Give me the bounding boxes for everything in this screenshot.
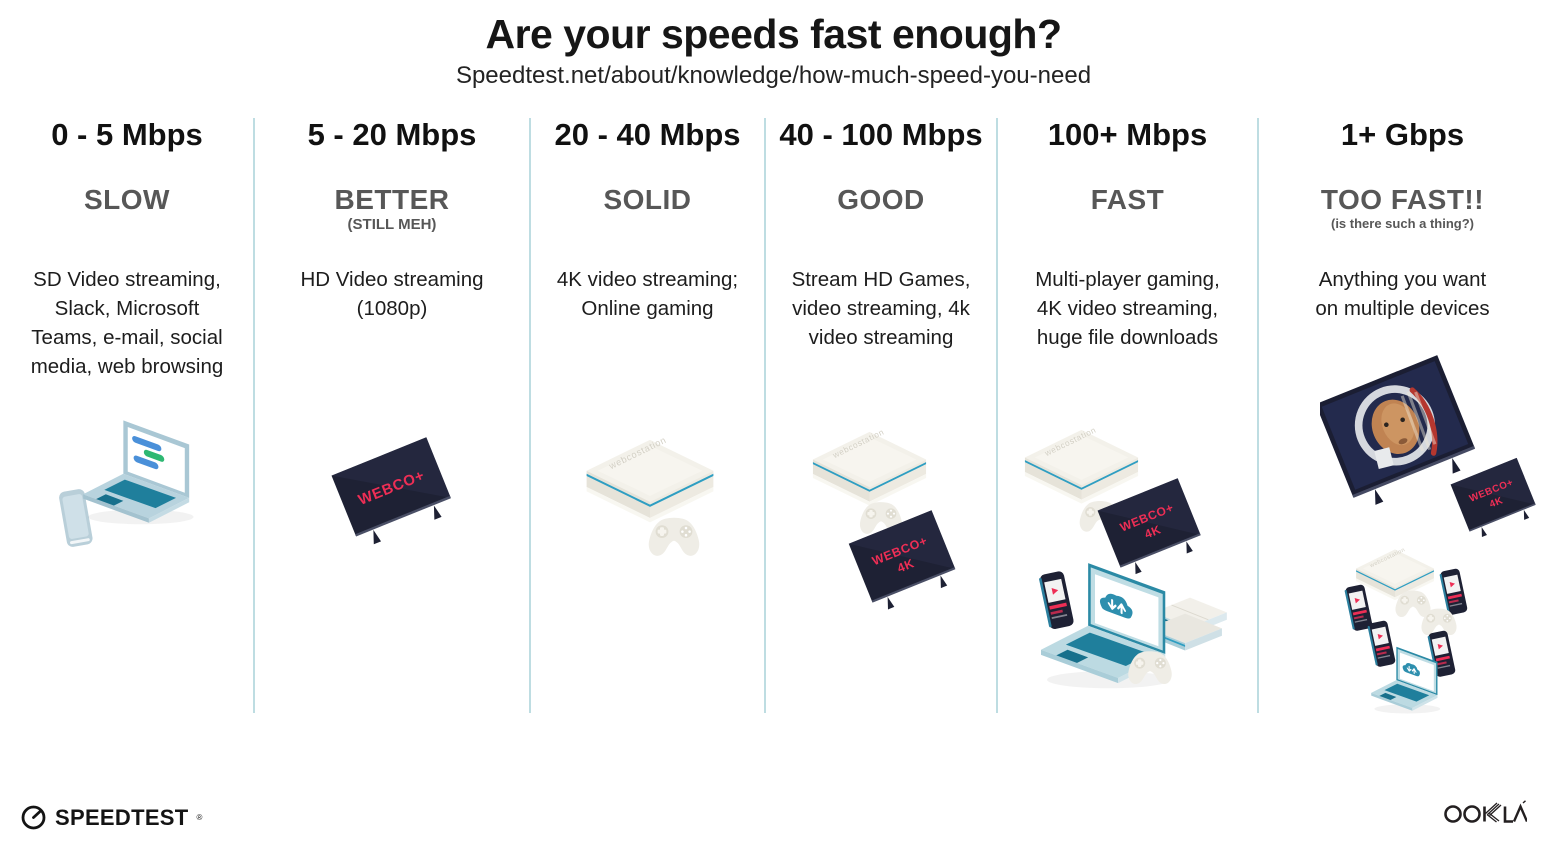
tier-description: Stream HD Games, video streaming, 4k vid…: [791, 268, 971, 349]
tier-description: HD Video streaming (1080p): [300, 268, 484, 320]
speedtest-gauge-icon: [21, 805, 46, 830]
column-5-20-mbps: 5 - 20 Mbps BETTER (STILL MEH) HD Video …: [254, 116, 531, 798]
speed-tier-columns: 0 - 5 Mbps SLOW SD Video streaming, Slac…: [0, 116, 1547, 798]
tier-label: GOOD: [837, 184, 925, 215]
tier-label: TOO FAST!!: [1320, 184, 1485, 215]
tier-note: (is there such a thing?): [1330, 216, 1474, 231]
column-divider: [529, 118, 531, 713]
column-100plus-mbps: 100+ Mbps FAST Multi-player gaming, 4K v…: [997, 116, 1259, 798]
header: Are your speeds fast enough? Speedtest.n…: [0, 0, 1547, 90]
ookla-logo: [1443, 798, 1529, 831]
tier-label: SOLID: [603, 184, 692, 215]
footer: SPEEDTEST ®: [0, 798, 1547, 843]
speedtest-wordmark: SPEEDTEST: [55, 804, 189, 830]
speed-range: 40 - 100 Mbps: [779, 117, 983, 152]
tv-webco-icon: [322, 431, 464, 552]
speedtest-logo: SPEEDTEST ®: [20, 804, 202, 831]
game-controller-icon: [1119, 648, 1181, 691]
tv-webco-4k-icon: [843, 508, 967, 620]
game-controller-icon: [638, 514, 710, 564]
tier-description: Multi-player gaming, 4K video streaming,…: [1035, 268, 1220, 349]
column-40-100-mbps: 40 - 100 Mbps GOOD Stream HD Games, vide…: [765, 116, 998, 798]
ookla-wordmark-icon: [1444, 800, 1529, 823]
column-0-5-mbps: 0 - 5 Mbps SLOW SD Video streaming, Slac…: [0, 116, 255, 798]
speed-range: 20 - 40 Mbps: [554, 117, 741, 152]
tier-description: Anything you want on multiple devices: [1315, 268, 1490, 320]
column-divider: [253, 118, 255, 713]
page-subtitle-url: Speedtest.net/about/knowledge/how-much-s…: [455, 62, 1092, 89]
speed-range: 5 - 20 Mbps: [307, 117, 477, 152]
column-20-40-mbps: 20 - 40 Mbps SOLID 4K video streaming; O…: [530, 116, 766, 798]
tier-description: SD Video streaming, Slack, Microsoft Tea…: [30, 268, 224, 378]
tier-label: FAST: [1090, 184, 1165, 215]
tier-description: 4K video streaming; Online gaming: [556, 268, 739, 320]
tv-webco-4k-icon: [1446, 456, 1545, 545]
tier-label: BETTER: [334, 184, 450, 215]
laptop-chat-icon: [78, 416, 206, 526]
speedtest-trademark: ®: [196, 813, 203, 822]
speed-range: 1+ Gbps: [1340, 117, 1465, 152]
column-divider: [764, 118, 766, 713]
page-title: Are your speeds fast enough?: [485, 11, 1062, 57]
speed-range: 100+ Mbps: [1047, 117, 1208, 152]
tier-note: (STILL MEH): [347, 216, 437, 233]
column-1plus-gbps: 1+ Gbps TOO FAST!! (is there such a thin…: [1258, 116, 1547, 798]
column-divider: [996, 118, 998, 713]
speed-range: 0 - 5 Mbps: [51, 117, 203, 152]
tier-label: SLOW: [84, 184, 170, 215]
column-divider: [1257, 118, 1259, 713]
laptop-cloud-icon: [1368, 644, 1448, 715]
